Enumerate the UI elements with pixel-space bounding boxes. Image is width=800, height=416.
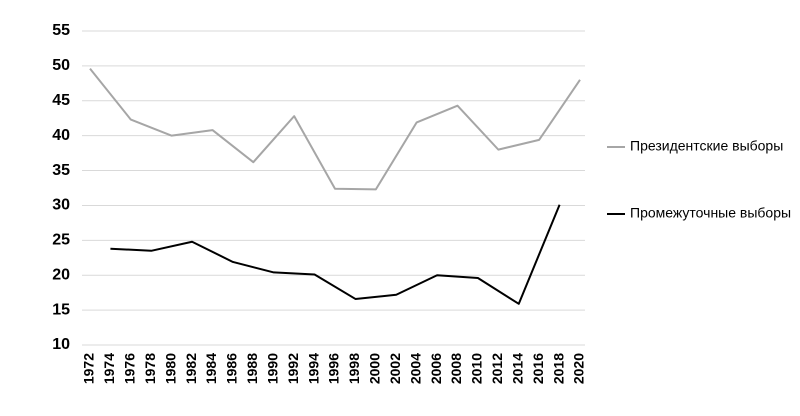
x-tick-label: 1992	[285, 353, 301, 384]
x-tick-label: 1994	[305, 353, 321, 384]
y-tick-label: 15	[52, 301, 70, 318]
y-tick-label: 45	[52, 92, 70, 109]
x-tick-label: 1988	[244, 353, 260, 384]
x-tick-label: 1980	[162, 353, 178, 384]
line-series	[110, 204, 561, 305]
y-tick-label: 50	[52, 57, 70, 74]
x-tick-label: 2000	[367, 353, 383, 384]
x-tick-label: 2010	[469, 353, 485, 384]
x-tick-label: 2012	[489, 353, 505, 384]
x-tick-label: 2008	[448, 353, 464, 384]
x-tick-label: 1984	[203, 353, 219, 384]
x-tick-label: 2018	[550, 353, 566, 384]
x-tick-label: 2014	[509, 353, 525, 384]
line-series	[89, 68, 581, 191]
x-tick-label: 1990	[264, 353, 280, 384]
x-tick-label: 1982	[183, 353, 199, 384]
legend-label: Президентские выборы	[630, 138, 783, 154]
y-tick-label: 10	[52, 336, 70, 353]
x-tick-label: 1986	[224, 353, 240, 384]
x-tick-label: 1998	[346, 353, 362, 384]
x-tick-label: 1996	[326, 353, 342, 384]
x-tick-label: 2020	[571, 353, 587, 384]
y-tick-label: 30	[52, 197, 70, 214]
x-tick-label: 1972	[81, 353, 97, 384]
y-tick-label: 20	[52, 266, 70, 283]
x-tick-label: 1974	[101, 353, 117, 384]
y-tick-label: 55	[52, 22, 70, 39]
x-tick-label: 2002	[387, 353, 403, 384]
y-tick-label: 35	[52, 162, 70, 179]
x-tick-label: 2016	[530, 353, 546, 384]
x-tick-label: 1978	[142, 353, 158, 384]
x-tick-label: 2004	[407, 353, 423, 384]
y-tick-label: 40	[52, 127, 70, 144]
legend-label: Промежуточные выборы	[630, 205, 791, 221]
y-tick-label: 25	[52, 232, 70, 249]
x-tick-label: 1976	[122, 353, 138, 384]
x-tick-label: 2006	[428, 353, 444, 384]
